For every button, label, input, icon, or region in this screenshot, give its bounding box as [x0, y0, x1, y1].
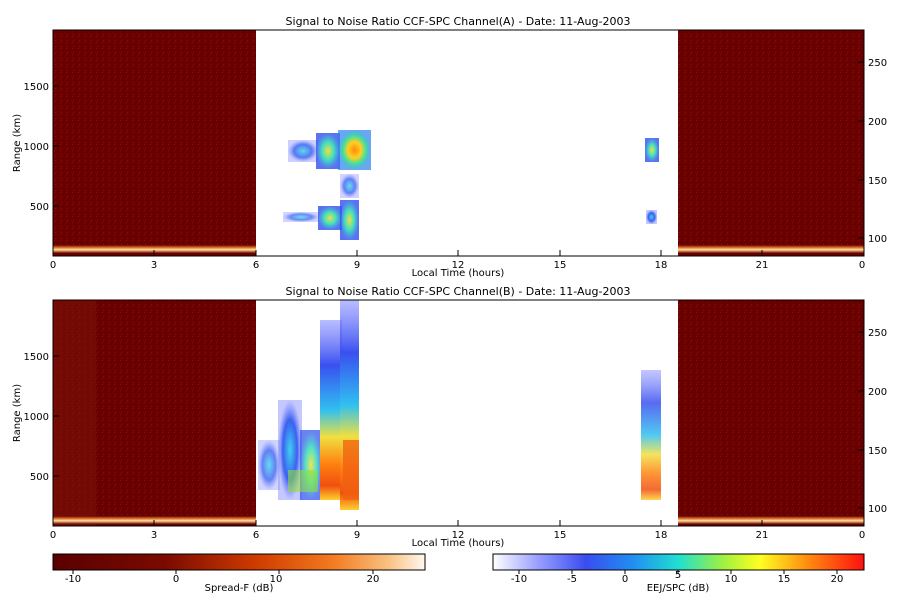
- panel-a-xtick-3: 3: [151, 260, 157, 271]
- panel-b-ytick-1500: 1500: [24, 352, 49, 363]
- panel-b-xtick-21: 21: [756, 530, 769, 541]
- panel-b-x-axis: 0 3 6 9 12 15 18 21 0 Local Time (hours): [50, 520, 865, 549]
- panel-b-morning-echo-plumes: [258, 300, 359, 510]
- colorbar-eej-spc-tick-neg10: -10: [511, 574, 527, 585]
- panel-b-xtick-6: 6: [253, 530, 259, 541]
- panel-a-xtick-18: 18: [655, 260, 668, 271]
- panel-a-title: Signal to Noise Ratio CCF-SPC Channel(A)…: [286, 15, 631, 28]
- panel-a-xtick-6: 6: [253, 260, 259, 271]
- panel-a-e-layer-band-right: [678, 245, 864, 253]
- colorbar-spread-f-tick-20: 20: [367, 574, 380, 585]
- panel-a-ytick-right-100: 100: [868, 234, 887, 245]
- panel-a-lower-echo: [283, 174, 359, 240]
- panel-a-night-block-right: [678, 30, 864, 256]
- panel-a-xtick-12: 12: [452, 260, 465, 271]
- panel-a-ylabel: Range (km): [12, 114, 23, 172]
- colorbar-eej-spc-tick-15: 15: [778, 574, 791, 585]
- panel-a-heatmap: [52, 29, 865, 257]
- colorbar-spread-f-tick-10: 10: [270, 574, 283, 585]
- colorbar-eej-spc-tick-5: 5: [675, 570, 681, 581]
- panel-a: Signal to Noise Ratio CCF-SPC Channel(A)…: [12, 15, 887, 279]
- panel-b-y-axis-left: 500 1000 1500 Range (km): [12, 352, 59, 483]
- colorbar-eej-spc-tick-neg5: -5: [567, 574, 577, 585]
- panel-b-xtick-15: 15: [554, 530, 567, 541]
- panel-b-ytick-right-250: 250: [868, 328, 887, 339]
- panel-a-ytick-right-150: 150: [868, 176, 887, 187]
- panel-a-ytick-right-250: 250: [868, 58, 887, 69]
- panel-b-y-axis-right: 100 150 200 250: [858, 328, 887, 515]
- panel-b-xtick-12: 12: [452, 530, 465, 541]
- colorbar-spread-f-gradient: [52, 553, 426, 571]
- panel-b-title: Signal to Noise Ratio CCF-SPC Channel(B)…: [286, 285, 631, 298]
- panel-a-y-axis-right: 100 150 200 250: [858, 58, 887, 245]
- panel-b-ytick-right-150: 150: [868, 446, 887, 457]
- panel-b: Signal to Noise Ratio CCF-SPC Channel(B)…: [12, 285, 887, 549]
- colorbar-eej-spc-gradient: [492, 553, 865, 571]
- colorbar-eej-spc: -10 -5 0 5 10 15 20 EEJ/SPC (dB): [492, 553, 865, 594]
- panel-b-e-layer-band-right: [678, 516, 864, 524]
- panel-a-xtick-21: 21: [756, 260, 769, 271]
- panel-a-ytick-1500: 1500: [24, 82, 49, 93]
- panel-a-night-block-left: [53, 30, 256, 256]
- panel-a-xtick-15: 15: [554, 260, 567, 271]
- panel-b-ytick-right-200: 200: [868, 387, 887, 398]
- panel-a-xtick-0-end: 0: [859, 260, 865, 271]
- panel-a-y-axis-left: 500 1000 1500 Range (km): [12, 82, 59, 213]
- panel-a-ytick-1000: 1000: [24, 142, 49, 153]
- panel-b-xtick-0-end: 0: [859, 530, 865, 541]
- colorbar-eej-spc-label: EEJ/SPC (dB): [647, 583, 710, 594]
- panel-a-upper-echo: [288, 130, 371, 170]
- panel-a-evening-echo-lower: [646, 210, 657, 224]
- panel-a-xlabel: Local Time (hours): [412, 268, 505, 279]
- colorbar-eej-spc-tick-0: 0: [622, 574, 628, 585]
- panel-b-heatmap: [52, 299, 865, 527]
- colorbar-spread-f: -10 0 10 20 Spread-F (dB): [52, 553, 426, 594]
- panel-a-ytick-500: 500: [30, 202, 49, 213]
- panel-b-xtick-3: 3: [151, 530, 157, 541]
- panel-b-xlabel: Local Time (hours): [412, 538, 505, 549]
- panel-b-xtick-18: 18: [655, 530, 668, 541]
- panel-b-ytick-right-100: 100: [868, 504, 887, 515]
- panel-a-ytick-right-200: 200: [868, 117, 887, 128]
- colorbar-spread-f-tick-neg10: -10: [65, 574, 81, 585]
- panel-a-evening-echo-upper: [645, 138, 659, 162]
- panel-b-night-block-right: [678, 300, 864, 526]
- panel-b-ytick-500: 500: [30, 472, 49, 483]
- panel-a-x-axis: 0 3 6 9 12 15 18 21 0 Local Time (hours): [50, 250, 865, 279]
- panel-a-e-layer-band-left: [53, 245, 256, 253]
- panel-b-ytick-1000: 1000: [24, 412, 49, 423]
- colorbar-spread-f-tick-0: 0: [173, 574, 179, 585]
- colorbar-eej-spc-tick-20: 20: [831, 574, 844, 585]
- panel-a-xtick-9: 9: [354, 260, 360, 271]
- panel-b-xtick-9: 9: [354, 530, 360, 541]
- panel-b-evening-echo-plume: [641, 370, 661, 500]
- panel-a-xtick-0: 0: [50, 260, 56, 271]
- panel-b-xtick-0: 0: [50, 530, 56, 541]
- colorbar-spread-f-label: Spread-F (dB): [205, 583, 274, 594]
- panel-b-ylabel: Range (km): [12, 384, 23, 442]
- colorbar-eej-spc-tick-10: 10: [725, 574, 738, 585]
- panel-b-night-block-left-noisy: [53, 300, 96, 526]
